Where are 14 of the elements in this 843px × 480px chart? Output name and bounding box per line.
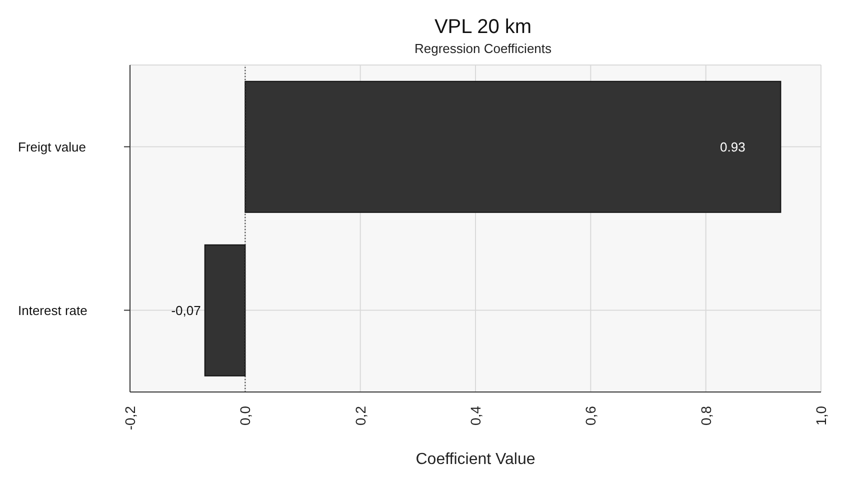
x-tick-label: -0,2 xyxy=(122,406,138,430)
chart-title: VPL 20 km xyxy=(433,16,533,39)
x-tick-label: 0,2 xyxy=(352,406,368,426)
x-tick-label: 1,0 xyxy=(813,406,829,426)
x-tick-label: 0,0 xyxy=(237,406,254,426)
x-tick-label: 0,4 xyxy=(468,406,484,426)
x-tick-label: 0,8 xyxy=(698,406,714,426)
y-tick-label: Interest rate xyxy=(18,302,88,318)
data-label: -0,07 xyxy=(171,302,201,318)
y-tick-label: Freigt value xyxy=(18,139,86,154)
chart-subtitle: Regression Coefficients xyxy=(413,41,553,56)
x-tick-label: 0,6 xyxy=(582,406,599,426)
x-axis-title: Coefficient Value xyxy=(416,451,536,468)
data-label: 0.93 xyxy=(720,139,746,154)
